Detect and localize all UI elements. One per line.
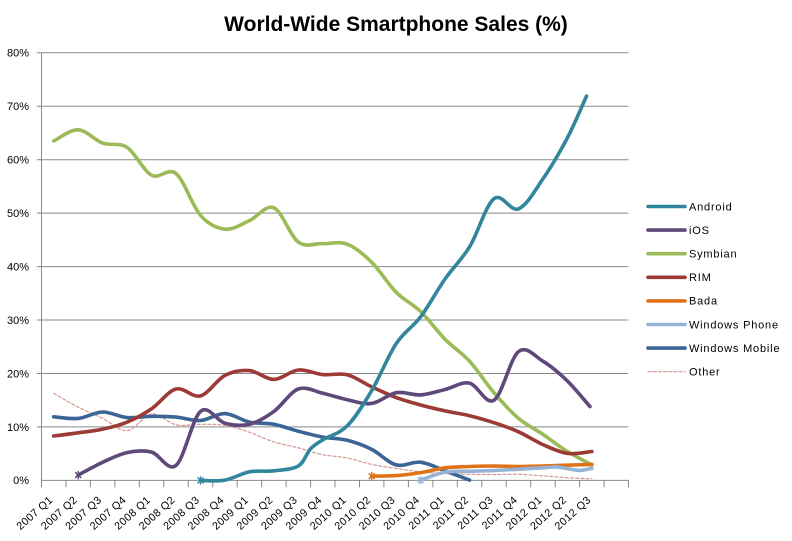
svg-text:Other: Other	[689, 367, 721, 379]
svg-text:iOS: iOS	[689, 225, 710, 237]
svg-text:40%: 40%	[7, 261, 29, 273]
svg-text:30%: 30%	[7, 315, 29, 327]
svg-text:50%: 50%	[7, 208, 29, 220]
svg-text:80%: 80%	[7, 48, 29, 60]
svg-text:10%: 10%	[7, 422, 29, 434]
svg-text:Bada: Bada	[689, 296, 718, 308]
svg-text:Windows Phone: Windows Phone	[689, 319, 779, 331]
svg-text:60%: 60%	[7, 155, 29, 167]
svg-text:70%: 70%	[7, 101, 29, 113]
svg-text:0%: 0%	[13, 475, 29, 487]
svg-text:20%: 20%	[7, 368, 29, 380]
svg-text:Android: Android	[689, 201, 733, 213]
svg-text:World-Wide Smartphone Sales (%: World-Wide Smartphone Sales (%)	[224, 13, 568, 36]
svg-text:Symbian: Symbian	[689, 249, 737, 261]
svg-text:RIM: RIM	[689, 272, 712, 284]
svg-text:Windows Mobile: Windows Mobile	[689, 343, 780, 355]
